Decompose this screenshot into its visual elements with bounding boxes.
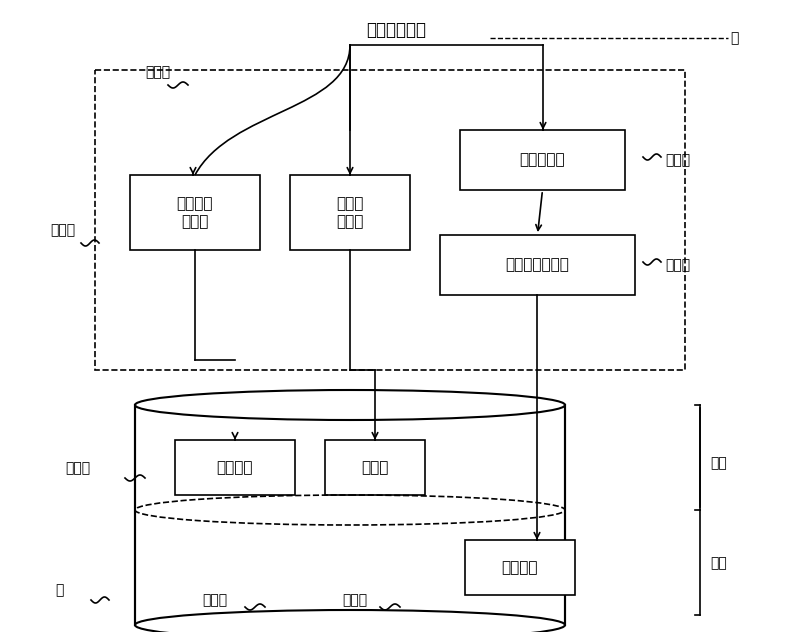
Text: ２０２: ２０２ bbox=[203, 593, 227, 607]
Text: 擦除任务执行部: 擦除任务执行部 bbox=[505, 257, 569, 272]
Text: ２０３: ２０３ bbox=[342, 593, 367, 607]
Text: ２: ２ bbox=[55, 583, 63, 597]
Ellipse shape bbox=[135, 390, 565, 420]
FancyBboxPatch shape bbox=[465, 540, 575, 595]
Text: 路径信息: 路径信息 bbox=[217, 460, 253, 475]
FancyBboxPatch shape bbox=[290, 175, 410, 250]
Ellipse shape bbox=[135, 610, 565, 632]
Text: ２０１: ２０１ bbox=[65, 461, 90, 475]
FancyBboxPatch shape bbox=[325, 440, 425, 495]
FancyBboxPatch shape bbox=[175, 440, 295, 495]
Text: １: １ bbox=[730, 31, 738, 45]
FancyBboxPatch shape bbox=[440, 235, 635, 295]
Text: １０４: １０４ bbox=[665, 258, 690, 272]
Text: 任务监控部: 任务监控部 bbox=[520, 152, 565, 167]
Text: 真实数据: 真实数据 bbox=[502, 560, 539, 575]
Text: １０１: １０１ bbox=[50, 223, 75, 237]
FancyBboxPatch shape bbox=[130, 175, 260, 250]
Text: １０２: １０２ bbox=[145, 65, 170, 79]
Text: ２ａ: ２ａ bbox=[710, 456, 727, 470]
FancyBboxPatch shape bbox=[460, 130, 625, 190]
FancyBboxPatch shape bbox=[135, 405, 565, 625]
Text: 路径信息
变更部: 路径信息 变更部 bbox=[177, 197, 213, 229]
Text: 文件名: 文件名 bbox=[361, 460, 389, 475]
Text: 文件擦除请求: 文件擦除请求 bbox=[366, 21, 426, 39]
Text: 文件名
变更部: 文件名 变更部 bbox=[337, 197, 364, 229]
Text: ２ｂ: ２ｂ bbox=[710, 556, 727, 570]
Text: １０３: １０３ bbox=[665, 153, 690, 167]
